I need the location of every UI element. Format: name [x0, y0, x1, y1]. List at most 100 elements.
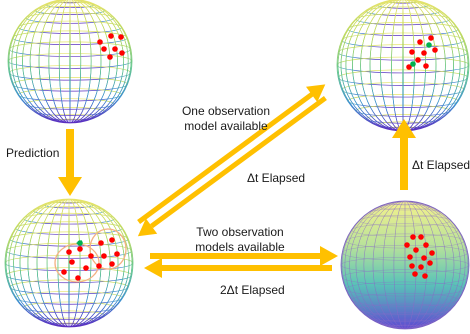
particle-dot [417, 39, 423, 45]
longitude-line [68, 199, 70, 327]
longitude-line [393, 201, 417, 329]
particle-dot [77, 246, 83, 252]
ellipse-left [54, 243, 100, 283]
particle-dot [410, 234, 416, 240]
longitude-line [57, 199, 81, 327]
sphere-fill [341, 201, 469, 329]
particle-dot [101, 46, 107, 52]
sphere-top-right [336, 0, 470, 132]
particle-dot [422, 273, 428, 279]
label-one-observation-line1: One observation [181, 104, 271, 118]
particle-dot [423, 242, 429, 248]
longitude-line [11, 0, 129, 123]
particle-dot [88, 253, 94, 259]
latitude-line [369, 312, 441, 322]
arrow-diagonal-up-right [137, 84, 326, 225]
ellipse-right [89, 228, 127, 270]
particle-dot [404, 242, 410, 248]
longitude-line [38, 0, 102, 123]
particle-dot [83, 265, 89, 271]
sphere-top-left [7, 0, 133, 124]
particle-dot [427, 260, 433, 266]
particle-dot [96, 263, 102, 269]
arrow-dt-elapsed-up [392, 119, 416, 190]
particle-dot [421, 255, 427, 261]
particle-dot [97, 39, 103, 45]
longitude-line [22, 0, 118, 123]
particle-dot [69, 259, 75, 265]
longitude-line [402, 0, 404, 131]
longitude-line [337, 0, 469, 131]
longitude-line [69, 0, 71, 123]
arrow-diagonal-down-left [137, 95, 327, 237]
particle-dot [109, 237, 115, 243]
particles [61, 33, 438, 281]
particle-dot [101, 253, 107, 259]
particle-dot [407, 254, 413, 260]
sphere-outline [7, 0, 133, 124]
longitude-line [15, 0, 125, 123]
particle-dot [118, 34, 124, 40]
longitude-line [369, 0, 437, 131]
longitude-line [345, 0, 461, 131]
label-dt-elapsed-middle: Δt Elapsed [247, 171, 306, 185]
longitude-line [8, 199, 130, 327]
label-dt-elapsed-right: Δt Elapsed [412, 158, 470, 172]
particle-dot [415, 57, 421, 63]
label-prediction: Prediction [6, 146, 60, 160]
latitude-line [341, 257, 469, 273]
longitude-line [372, 201, 438, 329]
sphere-outline [340, 200, 470, 330]
longitude-line [404, 201, 406, 329]
particle-dot [409, 263, 415, 269]
longitude-line [5, 199, 133, 327]
arrow-horizontal-left [144, 258, 332, 278]
label-two-observation: Two observation models available [180, 225, 300, 255]
particle-dot [112, 46, 118, 52]
uncertainty-ellipses [54, 228, 127, 283]
latitude-line [380, 203, 430, 211]
label-two-observation-line2: models available [195, 240, 285, 254]
particle-dot [428, 35, 434, 41]
best-estimate-dot [426, 42, 432, 48]
longitude-line [355, 201, 455, 329]
sphere-bottom-right [340, 200, 470, 330]
latitude-line [380, 319, 430, 327]
particle-dot [432, 47, 438, 53]
longitude-line [19, 199, 119, 327]
particle-dot [418, 264, 424, 270]
longitude-line [29, 0, 111, 123]
particle-dot [66, 249, 72, 255]
arrows [58, 84, 416, 278]
latitude-line [369, 208, 441, 218]
particle-dot [108, 33, 114, 39]
longitude-line [341, 201, 469, 329]
particle-dot [61, 269, 67, 275]
longitude-line [13, 199, 125, 327]
latitude-line [392, 324, 418, 329]
best-estimate-dot [410, 61, 416, 67]
longitude-line [352, 0, 454, 131]
longitude-line [46, 199, 92, 327]
longitude-line [48, 0, 92, 123]
longitude-line [349, 201, 461, 329]
label-one-observation-line2: model available [184, 119, 268, 133]
label-two-observation-line1: Two observation [196, 225, 284, 239]
longitude-line [382, 201, 428, 329]
arrow-horizontal-right [150, 246, 338, 266]
particle-dot [119, 50, 125, 56]
longitude-line [340, 0, 466, 131]
particle-dot [429, 250, 435, 256]
longitude-line [344, 201, 466, 329]
particle-dot [423, 63, 429, 69]
longitude-line [58, 0, 82, 123]
particle-dot [409, 49, 415, 55]
arrow-prediction-down [58, 129, 82, 196]
particle-dot [421, 50, 427, 56]
particle-dot [98, 240, 104, 246]
sphere-outline [4, 198, 134, 328]
latitude-line [392, 201, 418, 206]
particle-dot [406, 64, 412, 70]
particle-dot [412, 271, 418, 277]
